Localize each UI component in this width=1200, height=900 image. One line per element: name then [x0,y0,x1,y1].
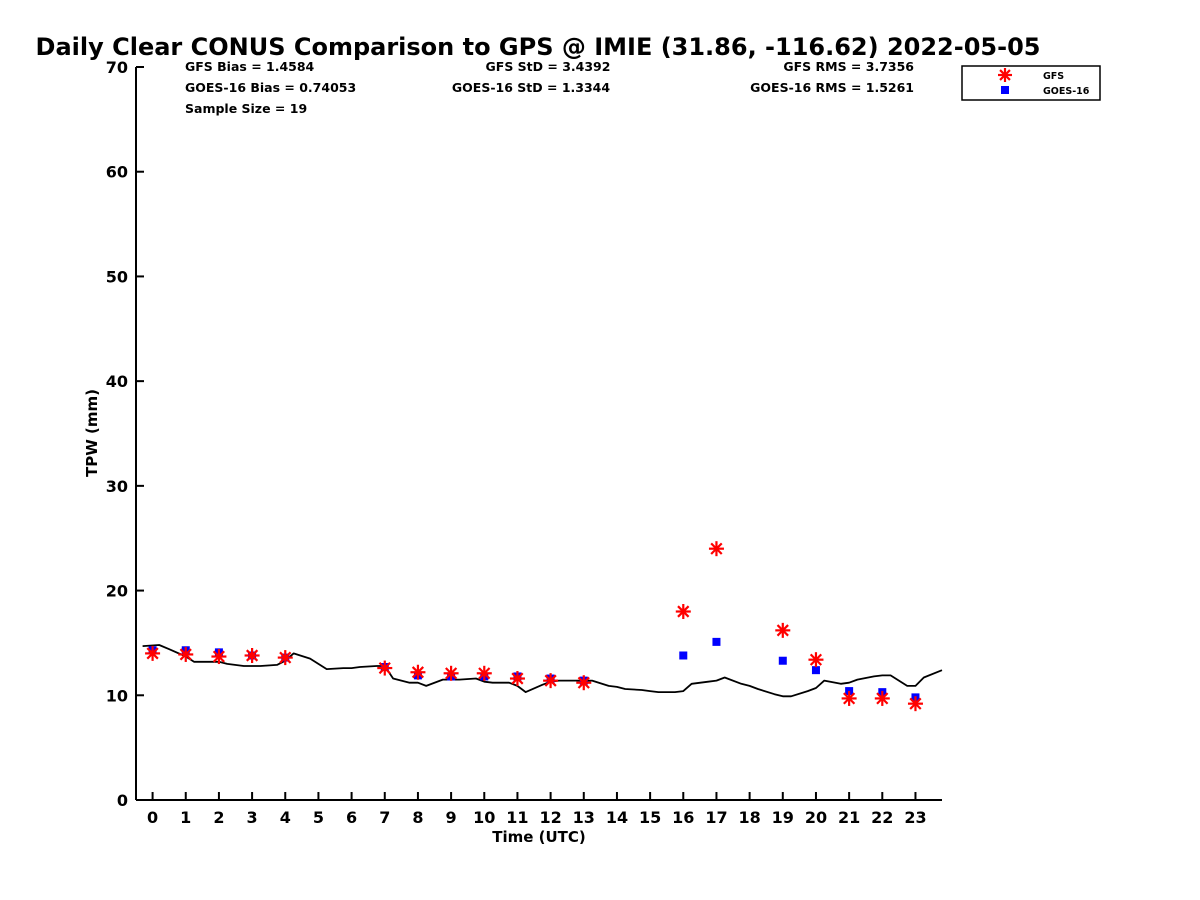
gfs-point [808,652,824,668]
x-tick-label: 22 [871,808,893,827]
gfs-point-stroke [246,649,259,662]
gfs-std: GFS StD = 3.4392 [486,59,611,74]
y-tick-label: 0 [117,791,128,810]
y-tick-label: 60 [106,163,128,182]
goes-point [811,666,820,675]
y-tick-label: 30 [106,477,128,496]
y-tick-label: 10 [106,686,128,705]
y-axis-label: TPW (mm) [83,389,101,477]
gfs-point-stroke [511,672,524,685]
x-tick-label: 2 [213,808,224,827]
x-tick-label: 8 [412,808,423,827]
goes-point [679,651,688,660]
gfs-point [841,690,857,706]
legend: GFS GOES-16 [961,65,1101,101]
x-tick-label: 7 [379,808,390,827]
gfs-point [145,645,161,661]
goes-point [778,656,787,665]
gfs-point-stroke [776,624,789,637]
gfs-point-stroke [378,661,391,675]
gfs-point-stroke [146,647,159,660]
x-tick-label: 0 [147,808,158,827]
gfs-point-stroke [445,667,458,680]
legend-box [961,65,1101,101]
y-tick-label: 70 [106,58,128,77]
legend-gfs-asterisk [998,68,1012,82]
x-tick-label: 11 [506,808,528,827]
legend-gfs-marker [998,68,1012,82]
x-tick-label: 16 [672,808,694,827]
x-tick-label: 21 [838,808,860,827]
x-tick-label: 9 [446,808,457,827]
goes-rms: GOES-16 RMS = 1.5261 [750,80,914,95]
gfs-point [708,541,724,557]
x-tick-label: 12 [539,808,561,827]
gfs-point-stroke [544,674,557,687]
chart-title: Daily Clear CONUS Comparison to GPS @ IM… [36,33,1041,61]
gfs-point [907,696,923,712]
x-tick-label: 20 [805,808,827,827]
gfs-point-stroke [478,667,491,680]
gfs-point [277,650,293,666]
gfs-point [509,671,525,687]
gfs-point-stroke [212,650,226,663]
y-tick-label: 40 [106,372,128,391]
x-tick-label: 6 [346,808,357,827]
gfs-point-stroke [843,692,856,705]
gfs-point-stroke [411,666,425,679]
x-tick-label: 5 [313,808,324,827]
x-tick-label: 1 [180,808,191,827]
x-tick-label: 17 [705,808,727,827]
gfs-point [775,622,791,638]
gfs-point [576,675,592,691]
gfs-point [543,673,559,689]
gfs-point-stroke [577,676,590,689]
gps-series [142,644,943,698]
gfs-point [410,664,426,680]
x-tick-label: 4 [280,808,291,827]
gfs-point [476,665,492,681]
x-tick-label: 23 [904,808,926,827]
gfs-point-stroke [710,542,723,555]
gfs-point [211,649,227,665]
gfs-point [244,647,260,663]
stats-panel: GFS Bias = 1.4584 GOES-16 Bias = 0.74053… [185,59,914,116]
y-tick-label: 20 [106,582,128,601]
x-tick-label: 13 [573,808,595,827]
x-tick-label: 14 [606,808,628,827]
goes-std: GOES-16 StD = 1.3344 [452,80,610,95]
x-tick-label: 3 [247,808,258,827]
x-tick-label: 18 [738,808,760,827]
legend-gfs-label: GFS [1043,71,1064,82]
goes-bias: GOES-16 Bias = 0.74053 [185,80,356,95]
gfs-point [874,690,890,706]
gps-line [142,644,943,698]
legend-goes-marker [1001,86,1009,94]
gfs-series [145,541,923,712]
goes-point [712,637,721,646]
gfs-point-stroke [809,653,823,666]
gfs-bias: GFS Bias = 1.4584 [185,59,315,74]
legend-goes-label: GOES-16 [1043,86,1090,97]
legend-gfs-asterisk-stroke [999,69,1011,81]
gfs-point-stroke [179,648,192,661]
x-axis-label: Time (UTC) [492,828,586,846]
gfs-point [377,660,393,676]
x-tick-label: 10 [473,808,495,827]
x-tick-label: 15 [639,808,661,827]
x-tick-label: 19 [772,808,794,827]
y-tick-label: 50 [106,267,128,286]
gfs-point-stroke [677,605,690,618]
gfs-point-stroke [876,692,889,705]
sample-size: Sample Size = 19 [185,101,307,116]
gfs-point-stroke [909,697,922,710]
gfs-point [675,604,691,620]
gfs-point [178,646,194,662]
gfs-point-stroke [279,651,292,664]
gfs-point [443,665,459,681]
gfs-rms: GFS RMS = 3.7356 [783,59,914,74]
